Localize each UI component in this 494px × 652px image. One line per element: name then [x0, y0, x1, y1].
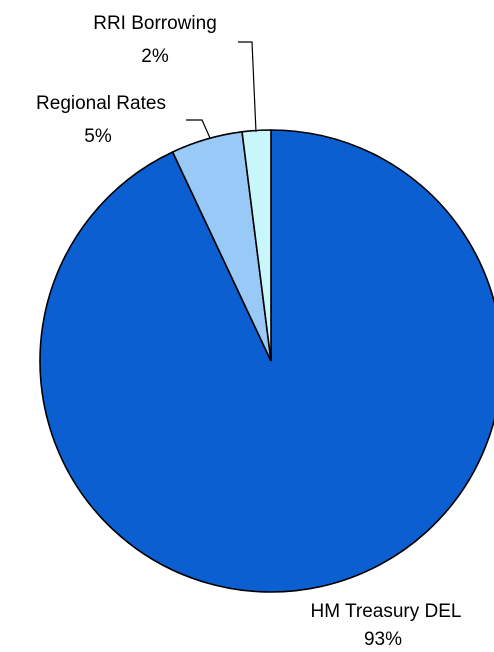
label-hm-treasury-del-value: 93% — [364, 629, 402, 650]
slice-hm-treasury-del — [39, 129, 494, 593]
label-hm-treasury-del-name: HM Treasury DEL — [311, 601, 462, 622]
pie-slices — [39, 129, 494, 593]
leader-line-regional-rates — [186, 119, 211, 139]
leader-line-rri-borrowing — [238, 41, 257, 133]
slice-labels: RRI Borrowing 2% Regional Rates 5% HM Tr… — [36, 13, 461, 650]
label-regional-rates-name: Regional Rates — [36, 93, 166, 114]
label-regional-rates-value: 5% — [84, 126, 112, 147]
leader-lines — [186, 41, 257, 139]
label-rri-borrowing-name: RRI Borrowing — [93, 13, 217, 34]
label-rri-borrowing-value: 2% — [141, 46, 169, 67]
